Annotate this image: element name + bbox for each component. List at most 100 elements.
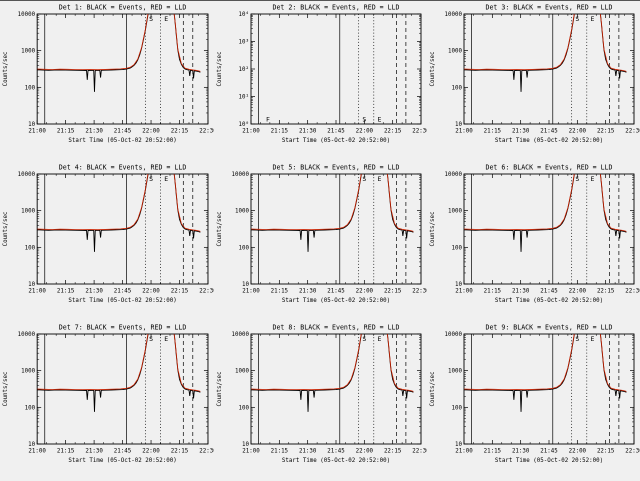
lld-curve (464, 14, 627, 72)
x-tick-label: 22:30 (199, 129, 214, 135)
y-tick-label: 10000 (18, 12, 36, 18)
y-tick-label: 100 (239, 405, 250, 411)
panel-cell-det-7: Det 7: BLACK = Events, RED = LLD 21:00 21:… (0, 321, 214, 481)
y-tick-label: 100 (25, 245, 36, 251)
plot-frame (250, 13, 422, 125)
y-tick-label: 1000 (448, 49, 462, 55)
y-tick-label: 1000 (235, 209, 249, 215)
x-tick-label: 21:00 (455, 449, 473, 455)
y-tick-label: 10 (455, 442, 462, 448)
flag-letter-E: E (377, 116, 381, 124)
y-tick-label: 10000 (445, 332, 463, 338)
y-tick-label: 100 (239, 245, 250, 251)
curves-group (251, 174, 414, 252)
lld-curve (464, 174, 627, 232)
lld-curve (37, 334, 201, 392)
lld-curve (251, 174, 414, 232)
panel-cell-det-8: Det 8: BLACK = Events, RED = LLD 21:00 21:… (214, 321, 427, 481)
panel-title: Det 3: BLACK = Events, RED = LLD (485, 4, 612, 12)
x-tick-label: 21:45 (540, 449, 558, 455)
events-curve (37, 174, 201, 252)
y-axis-label: Counts/sec (430, 212, 436, 247)
panel-title: Det 9: BLACK = Events, RED = LLD (485, 324, 612, 332)
y-axis-label: Counts/sec (3, 52, 9, 87)
y-axis-label: Counts/sec (430, 52, 436, 87)
flag-letter-E: E (590, 335, 594, 343)
x-tick-label: 22:15 (171, 129, 189, 135)
y-tick-label: 100 (452, 405, 463, 411)
y-tick-label: 1000 (21, 209, 36, 215)
x-tick-label: 21:00 (28, 129, 46, 135)
y-tick-label: 10000 (232, 332, 250, 338)
flag-letter-S: S (575, 175, 579, 183)
detector-panel-2: Det 2: BLACK = Events, RED = LLD 21:00 21:… (217, 4, 427, 145)
x-tick-label: 22:15 (597, 129, 615, 135)
curves-group (464, 174, 627, 252)
flag-letter-S: S (362, 116, 366, 124)
x-tick-label: 22:15 (597, 449, 615, 455)
y-axis-label: Counts/sec (217, 372, 223, 407)
x-tick-label: 22:15 (384, 129, 402, 135)
x-tick-label: 21:45 (327, 289, 345, 295)
x-tick-label: 22:00 (356, 449, 374, 455)
y-tick-label: 10¹ (239, 94, 249, 101)
panel-title: Det 5: BLACK = Events, RED = LLD (272, 164, 399, 172)
detector-panel-7: Det 7: BLACK = Events, RED = LLD 21:00 21:… (3, 324, 214, 464)
y-tick-label: 10⁴ (239, 11, 249, 18)
panel-cell-det-4: Det 4: BLACK = Events, RED = LLD 21:00 21:… (0, 161, 214, 321)
panel-title: Det 7: BLACK = Events, RED = LLD (59, 324, 187, 332)
y-tick-label: 1000 (235, 369, 249, 375)
x-tick-label: 21:00 (28, 449, 46, 455)
y-tick-label: 100 (452, 85, 463, 91)
x-tick-label: 21:30 (299, 449, 317, 455)
x-tick-label: 22:00 (142, 289, 160, 295)
y-tick-label: 1000 (448, 369, 462, 375)
flag-letter-S: S (149, 335, 153, 343)
x-tick-label: 21:15 (484, 129, 502, 135)
panel-title: Det 4: BLACK = Events, RED = LLD (59, 164, 187, 172)
x-axis-label: Start Time (05-Oct-02 20:52:00) (68, 138, 176, 144)
x-tick-label: 22:30 (412, 449, 427, 455)
events-curve (251, 334, 414, 412)
flag-letter-S: S (149, 15, 153, 23)
x-axis-label: Start Time (05-Oct-02 20:52:00) (495, 298, 603, 304)
detector-panel-8: Det 8: BLACK = Events, RED = LLD 21:00 21:… (217, 324, 427, 465)
x-tick-label: 21:00 (28, 289, 46, 295)
x-tick-label: 22:30 (199, 289, 214, 295)
x-tick-label: 22:00 (356, 289, 374, 295)
x-tick-label: 22:00 (569, 129, 587, 135)
y-axis-label: Counts/sec (430, 372, 436, 407)
y-tick-label: 1000 (21, 49, 36, 55)
flag-letter-E: E (377, 335, 381, 343)
x-tick-label: 22:00 (569, 289, 587, 295)
panel-cell-det-5: Det 5: BLACK = Events, RED = LLD 21:00 21:… (214, 161, 427, 321)
detector-panel-9: Det 9: BLACK = Events, RED = LLD 21:00 21:… (430, 324, 640, 465)
x-axis-label: Start Time (05-Oct-02 20:52:00) (68, 298, 176, 304)
x-tick-label: 21:30 (512, 289, 530, 295)
lld-curve (37, 174, 201, 232)
detector-panel-6: Det 6: BLACK = Events, RED = LLD 21:00 21:… (430, 164, 640, 305)
x-tick-label: 22:30 (199, 449, 214, 455)
x-tick-label: 22:30 (625, 449, 640, 455)
panel-cell-det-3: Det 3: BLACK = Events, RED = LLD 21:00 21:… (427, 1, 640, 161)
x-tick-label: 21:45 (327, 449, 345, 455)
panel-cell-det-6: Det 6: BLACK = Events, RED = LLD 21:00 21:… (427, 161, 640, 321)
y-axis-label: Counts/sec (3, 372, 9, 407)
x-tick-label: 21:30 (512, 449, 530, 455)
x-tick-label: 22:30 (412, 289, 427, 295)
x-tick-label: 21:30 (85, 289, 103, 295)
flag-letter-S: S (362, 335, 366, 343)
lld-curve (251, 334, 414, 392)
x-tick-label: 21:15 (484, 449, 502, 455)
events-curve (464, 14, 627, 92)
events-curve (251, 174, 414, 252)
y-tick-label: 10⁰ (239, 121, 249, 128)
y-tick-label: 10000 (18, 332, 36, 338)
x-axis-label: Start Time (05-Oct-02 20:52:00) (495, 458, 603, 464)
flag-letter-E: E (590, 175, 594, 183)
x-tick-label: 21:00 (455, 289, 473, 295)
curves-group (37, 334, 201, 412)
x-tick-label: 21:45 (327, 129, 345, 135)
